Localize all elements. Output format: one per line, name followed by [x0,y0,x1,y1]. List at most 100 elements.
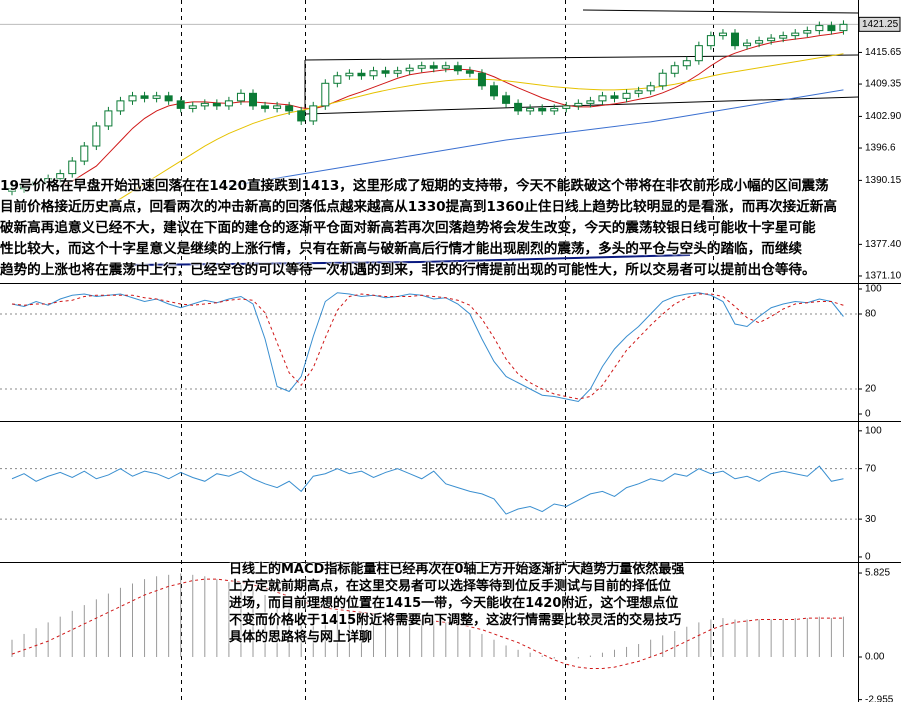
candle-body [393,70,402,74]
candle-body [128,95,137,102]
series-line [11,293,844,400]
candle-body [20,184,29,190]
series-line [11,578,844,670]
annotation-line: 具体的思路将与网上详聊 [229,630,373,645]
candle-body [417,65,426,69]
candle-body [514,102,523,112]
candle-body [152,95,161,99]
candle-body [381,70,390,74]
candle-body [429,65,438,69]
annotation: 日线上的MACD指标能量柱已经再次在0轴上方开始逐渐扩大趋势力量依然最强 上方定就… [229,561,684,646]
candle-body [574,102,583,107]
day-separators [181,0,714,702]
candle-body [646,85,655,92]
candle-body [369,70,378,77]
y-tick-label: 80 [865,309,877,320]
candle-body [634,90,643,94]
candle-body [116,100,125,112]
annotation-line: 19号价格在早盘开始迅速回落在在1420直接跌到1413，这里形成了短期的支持带… [0,178,829,194]
y-tick-label: 1396.6 [865,143,896,154]
y-tick-label: 0 [865,409,871,420]
annotation-line: 性比较大，而这个十字星意义是继续的上涨行情，只有在新高与破新高后行情才能出现剧烈… [0,241,803,257]
candle-body [562,105,571,109]
candle-body [92,125,101,147]
y-tick-label: 1409.35 [865,79,901,90]
candle-body [803,30,812,34]
candle-body [405,67,414,72]
candle-body [345,72,354,77]
candle-body [598,95,607,102]
candle-body [297,110,306,122]
y-tick-label: 100 [865,284,882,295]
candle-body [815,25,824,32]
candle-body [44,178,53,183]
candle-body [526,107,535,112]
candle-body [827,25,836,32]
price-tag-box [858,16,901,32]
candle-body [32,181,41,186]
candle-body [694,45,703,62]
candle-body [550,107,559,112]
y-tick-label: 5.825 [865,568,890,579]
candle-body [8,188,16,192]
y-tick-label: 100 [865,425,882,436]
candle-body [249,92,257,107]
candle-body [200,102,209,107]
y-tick-label: 1402.90 [865,111,901,122]
candle-body [441,65,450,69]
candle-body [538,107,547,112]
annotation-line: 目前价格接近历史高点，回看两次的冲击新高的回落低点越来越高从1330提高到136… [0,199,837,215]
y-tick-label: 70 [865,463,877,474]
annotation-line: 日线上的MACD指标能量柱已经再次在0轴上方开始逐渐扩大趋势力量依然最强 [229,562,685,577]
series-line [228,89,844,187]
candle-body [502,95,511,104]
annotation-line: 不变而价格收于1415附近将需要向下调整，这波行情需要比较灵活的交易技巧 [229,613,682,628]
candle-body [56,173,65,180]
candle-body [731,32,739,47]
candle-body [68,160,77,175]
candle-body [586,100,595,104]
series-line [60,31,844,187]
y-tick-label: 0.00 [865,652,885,663]
candle-body [490,85,498,97]
candle-body [164,95,173,102]
price-tag: 1421.25 [862,19,899,30]
candle-body [357,72,366,77]
candle-body [236,92,245,102]
candle-body [104,110,113,127]
annotation: 19号价格在早盘开始迅速回落在在1420直接跌到1413，这里形成了短期的支持带… [0,176,837,281]
candle-body [839,23,848,32]
candle-body [477,72,486,87]
candle-body [670,65,679,74]
candle-body [140,95,149,99]
drawn-line [129,254,691,266]
candle-body [261,105,270,109]
candle-body [658,72,667,87]
candle-body [779,35,788,39]
candle-body [224,100,233,107]
annotation-line: 趋势的上涨也将在震荡中上行，已经空仓的可以等待一次机遇的到来，非农的行情提前出现… [0,262,816,278]
annotation-line: 破新高再追意义已经不大，建议在下面的建仓的逐渐平仓面对新高若再次回落趋势将会发生… [0,220,816,236]
y-tick-label: 30 [865,514,877,525]
candle-body [465,70,474,74]
candle-body [706,35,715,47]
candle-body [285,105,294,112]
candle-body [682,60,691,67]
y-tick-label: 0 [865,552,871,563]
trend-line [582,9,859,14]
y-tick-label: 1390.15 [865,175,901,186]
annotation-line: 上方定就前期高点，在这里交易者可以选择等待到位反手测试与目前的择低位 [229,579,672,594]
series-line [11,465,844,515]
candle-body [610,95,619,99]
candle-body [273,105,282,109]
y-tick-label: -2.955 [865,694,894,702]
candle-body [309,105,318,122]
candle-body [622,92,631,99]
candle-body [333,75,342,84]
series-line [11,292,844,403]
y-tick-label: 20 [865,384,877,395]
trend-line [304,54,859,61]
